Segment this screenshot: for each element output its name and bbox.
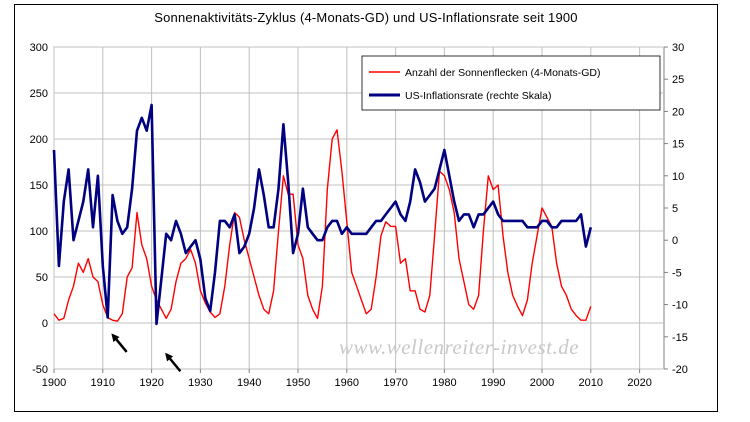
tick-labels: 300250200150100500-50302520151050-5-10-1…: [30, 42, 688, 389]
y-right-tick-label: 10: [672, 171, 684, 183]
x-tick-label: 1960: [335, 377, 359, 389]
x-tick-label: 1910: [91, 377, 115, 389]
y-right-tick-label: 30: [672, 42, 684, 54]
y-right-tick-label: -20: [672, 364, 688, 376]
y-right-tick-label: -5: [672, 267, 682, 279]
y-right-tick-label: 5: [672, 203, 678, 215]
x-tick-label: 1980: [432, 377, 456, 389]
y-left-tick-label: 100: [30, 226, 48, 238]
series-layer: [52, 103, 593, 326]
y-left-tick-label: -50: [32, 364, 48, 376]
x-tick-label: 1940: [237, 377, 261, 389]
x-tick-label: 1930: [188, 377, 212, 389]
chart-title: Sonnenaktivitäts-Zyklus (4-Monats-GD) un…: [154, 10, 578, 25]
legend: Anzahl der Sonnenflecken (4-Monats-GD) U…: [361, 55, 661, 111]
y-left-tick-label: 150: [30, 180, 48, 192]
annotations: [111, 333, 182, 373]
annotation-arrow-1: [111, 333, 128, 353]
legend-box: [361, 55, 661, 111]
x-tick-label: 2010: [579, 377, 603, 389]
x-tick-label: 1990: [481, 377, 505, 389]
x-tick-label: 1950: [286, 377, 310, 389]
legend-label-inflation: US-Inflationsrate (rechte Skala): [405, 90, 551, 102]
y-left-tick-label: 0: [42, 318, 48, 330]
x-tick-label: 1970: [383, 377, 407, 389]
y-right-tick-label: 25: [672, 74, 684, 86]
y-right-tick-label: 15: [672, 139, 684, 151]
y-left-tick-label: 300: [30, 42, 48, 54]
x-tick-label: 2020: [627, 377, 651, 389]
annotation-arrow-2: [165, 352, 182, 373]
watermark: www.wellenreiter-invest.de: [339, 335, 579, 359]
x-tick-label: 1920: [139, 377, 163, 389]
y-left-tick-label: 50: [36, 272, 48, 284]
y-left-tick-label: 250: [30, 88, 48, 100]
x-tick-label: 2000: [530, 377, 554, 389]
y-left-tick-label: 200: [30, 134, 48, 146]
x-tick-label: 1900: [42, 377, 66, 389]
series-line-inflation: [52, 103, 593, 326]
legend-label-sunspots: Anzahl der Sonnenflecken (4-Monats-GD): [405, 67, 601, 79]
y-right-tick-label: -10: [672, 300, 688, 312]
y-right-tick-label: 0: [672, 235, 678, 247]
y-right-tick-label: -15: [672, 332, 688, 344]
y-right-tick-label: 20: [672, 106, 684, 118]
